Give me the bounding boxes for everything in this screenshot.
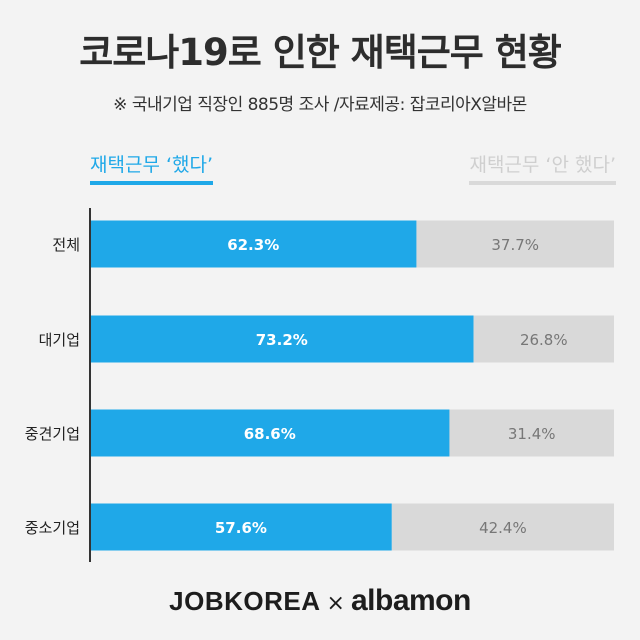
bar-not-3 xyxy=(391,503,614,551)
category-label-3: 중소기업 xyxy=(25,519,80,537)
label-did-3: 57.6% xyxy=(215,519,267,537)
label-not-0: 37.7% xyxy=(491,236,539,254)
legend-not: 재택근무 ‘안 했다’ xyxy=(469,150,616,185)
bar-did-2 xyxy=(90,409,450,457)
legend-did-underline xyxy=(90,181,213,185)
bar-not-0 xyxy=(416,220,614,268)
legend-not-label: 재택근무 ‘안 했다’ xyxy=(469,154,616,176)
label-did-1: 73.2% xyxy=(256,331,308,349)
label-not-1: 26.8% xyxy=(520,331,568,349)
legend-did: 재택근무 ‘했다’ xyxy=(90,150,213,185)
bar-did-1 xyxy=(90,315,474,363)
legend-did-label: 재택근무 ‘했다’ xyxy=(90,154,213,176)
category-label-0: 전체 xyxy=(52,236,80,254)
category-label-1: 대기업 xyxy=(39,331,80,349)
bar-did-3 xyxy=(90,503,392,551)
chart-title: 코로나19로 인한 재택근무 현황 xyxy=(79,31,562,74)
albamon-logo: albamon xyxy=(350,584,471,617)
label-did-0: 62.3% xyxy=(227,236,279,254)
label-not-3: 42.4% xyxy=(479,519,527,537)
footer-logos: JOBKOREA × albamon xyxy=(0,584,640,618)
jobkorea-logo: JOBKOREA xyxy=(169,586,321,616)
bar-not-2 xyxy=(449,409,614,457)
category-label-2: 중견기업 xyxy=(25,425,80,443)
label-did-2: 68.6% xyxy=(244,425,296,443)
bar-not-1 xyxy=(473,315,614,363)
chart-subtitle: ※ 국내기업 직장인 885명 조사 /자료제공: 잡코리아X알바몬 xyxy=(113,95,527,115)
bar-did-0 xyxy=(90,220,417,268)
label-not-2: 31.4% xyxy=(508,425,556,443)
legend-not-underline xyxy=(469,181,616,185)
logo-separator: × xyxy=(326,591,345,616)
